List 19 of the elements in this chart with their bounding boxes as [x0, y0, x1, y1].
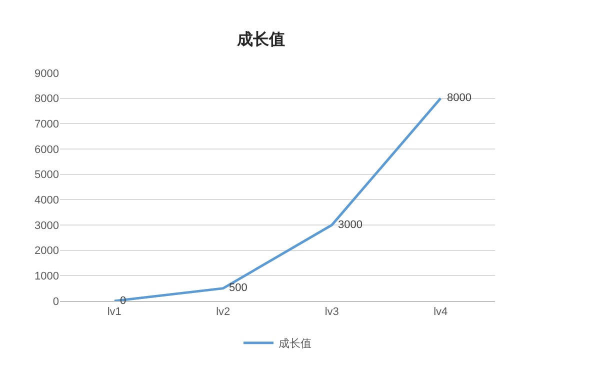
chart-title: 成长值 [236, 30, 285, 48]
y-tick-label: 2000 [34, 245, 59, 258]
x-tick-label: lv3 [324, 306, 339, 318]
y-tick-label: 8000 [34, 93, 59, 106]
y-tick-label: 9000 [34, 68, 59, 80]
y-tick-label: 3000 [34, 220, 59, 232]
y-tick-label: 7000 [34, 118, 59, 131]
legend-label: 成长值 [278, 337, 312, 350]
y-tick-label: 4000 [34, 194, 59, 207]
y-tick-label: 6000 [34, 144, 59, 156]
x-tick-label: lv4 [434, 306, 448, 318]
y-tick-label: 0 [52, 296, 59, 308]
y-tick-label: 1000 [34, 270, 59, 283]
x-tick-label: lv1 [107, 306, 122, 318]
data-label: 500 [229, 282, 248, 294]
y-tick-label: 5000 [34, 169, 59, 182]
data-label: 3000 [338, 219, 362, 231]
data-label: 8000 [447, 92, 472, 104]
x-tick-label: lv2 [216, 306, 230, 318]
